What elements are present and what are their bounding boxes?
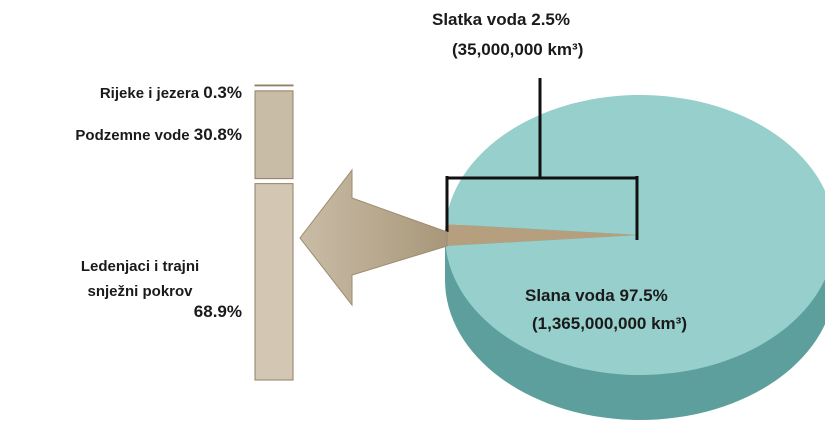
pie-slice: [445, 224, 640, 246]
category: Slatka voda: [432, 10, 527, 29]
category: Slana voda: [525, 286, 615, 305]
value-label: 30.8%: [193, 124, 242, 144]
arrow: [299, 168, 448, 307]
pie-label: Slatka voda 2.5%: [432, 10, 570, 30]
value-label: 68.9%: [193, 301, 242, 321]
bar-label: Rijeke i jezera 0.3%: [100, 83, 242, 103]
bracket: [445, 78, 639, 240]
volume-label: (35,000,000 km³): [452, 40, 584, 59]
bar-segment: [254, 84, 294, 87]
bar-segment: [254, 90, 294, 180]
value-label: 0.3%: [203, 83, 242, 103]
category: Podzemne vode: [75, 126, 190, 144]
value-label: 2.5%: [531, 10, 570, 29]
category: Ledenjaci i trajni snježni pokrov: [80, 257, 200, 300]
category: Rijeke i jezera: [99, 85, 200, 103]
bar-segment: [254, 183, 294, 381]
value-label: 97.5%: [619, 286, 668, 305]
bar-label: Podzemne vode 30.8%: [75, 125, 242, 145]
pie-label: Slana voda 97.5%: [525, 286, 668, 306]
volume-label: (1,365,000,000 km³): [532, 314, 687, 333]
